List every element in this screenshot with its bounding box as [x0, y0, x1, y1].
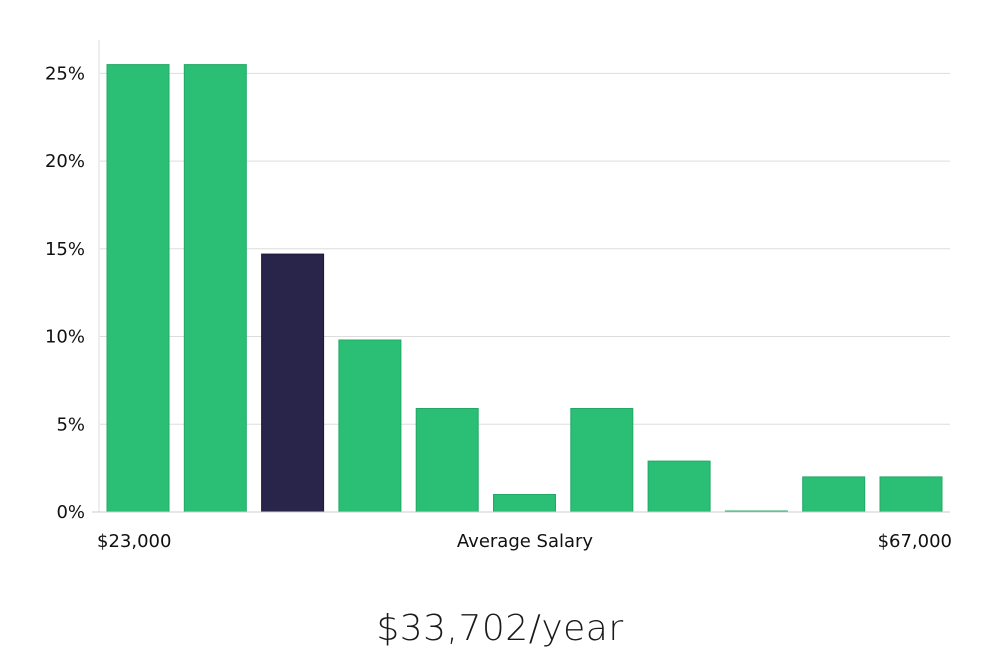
y-tick-label: 25% [45, 63, 85, 84]
x-max-label: $67,000 [878, 531, 952, 552]
y-tick-label: 20% [45, 151, 85, 172]
salary-histogram: 0%5%10%15%20%25% $23,000 Average Salary … [45, 40, 952, 552]
bar [106, 64, 170, 513]
bar [183, 64, 247, 513]
y-tick-labels: 0% 5% 10% 15% 20% 25% [45, 63, 85, 523]
bar [570, 408, 634, 513]
average-salary-value: $33,702/year [376, 608, 624, 649]
bar-highlighted [261, 253, 325, 513]
bars [106, 64, 943, 513]
y-tick-label: 10% [45, 327, 85, 348]
bar [493, 494, 556, 513]
bar [802, 476, 866, 513]
bar [647, 460, 711, 513]
y-tick-label: 15% [45, 239, 85, 260]
x-min-label: $23,000 [97, 531, 171, 552]
bar [415, 408, 479, 513]
x-axis-title: Average Salary [457, 531, 594, 552]
bar [879, 476, 943, 513]
y-tick-label: 5% [56, 414, 85, 435]
y-tick-label: 0% [56, 502, 85, 523]
bar [338, 339, 402, 513]
